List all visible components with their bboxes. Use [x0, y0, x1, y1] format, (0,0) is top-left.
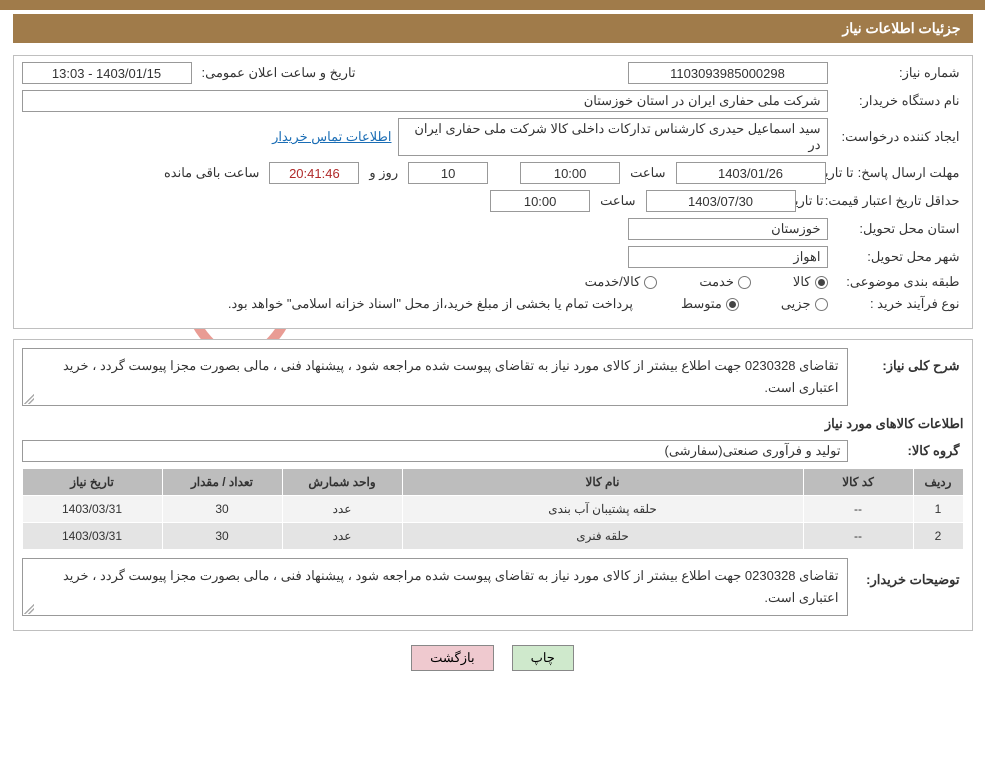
hours-left-suffix: ساعت باقی مانده	[160, 165, 263, 181]
subject-class-label: طبقه بندی موضوعی:	[834, 274, 964, 290]
cell: حلقه فنری	[402, 523, 803, 550]
goods-table: ردیف کد کالا نام کالا واحد شمارش تعداد /…	[22, 468, 964, 550]
table-row: 2 -- حلقه فنری عدد 30 1403/03/31	[22, 523, 963, 550]
buyer-org-label: نام دستگاه خریدار:	[834, 93, 964, 109]
buyer-notes-box: تقاضای 0230328 جهت اطلاع بیشتر از کالای …	[22, 558, 848, 616]
delivery-province-label: استان محل تحویل:	[834, 221, 964, 237]
until-date-label-2: تا تاریخ:	[802, 193, 828, 209]
radio-goods-service[interactable]: کالا/خدمت	[585, 274, 658, 290]
radio-dot-icon	[644, 276, 657, 289]
delivery-city-field: اهواز	[628, 246, 828, 268]
table-header-row: ردیف کد کالا نام کالا واحد شمارش تعداد /…	[22, 469, 963, 496]
price-hour-field: 10:00	[490, 190, 590, 212]
col-qty: تعداد / مقدار	[162, 469, 282, 496]
row-subject-class: طبقه بندی موضوعی: کالا خدمت کالا/خدمت	[22, 274, 964, 290]
radio-goods[interactable]: کالا	[793, 274, 828, 290]
row-response-deadline: مهلت ارسال پاسخ: تا تاریخ: 1403/01/26 سا…	[22, 162, 964, 184]
col-need-date: تاریخ نیاز	[22, 469, 162, 496]
need-number-label: شماره نیاز:	[834, 65, 964, 81]
response-hour-field: 10:00	[520, 162, 620, 184]
general-desc-label: شرح کلی نیاز:	[854, 348, 964, 374]
col-goods-code: کد کالا	[803, 469, 913, 496]
response-deadline-label: مهلت ارسال پاسخ:	[864, 165, 964, 181]
hour-label-1: ساعت	[626, 165, 669, 181]
col-unit: واحد شمارش	[282, 469, 402, 496]
goods-group-label: گروه کالا:	[854, 443, 964, 459]
need-number-field: 1103093985000298	[628, 62, 828, 84]
cell: 1	[913, 496, 963, 523]
row-price-validity: حداقل تاریخ اعتبار قیمت: تا تاریخ: 1403/…	[22, 190, 964, 212]
radio-dot-icon	[738, 276, 751, 289]
cell: --	[803, 523, 913, 550]
purchase-note: پرداخت تمام یا بخشی از مبلغ خرید،از محل …	[222, 296, 639, 312]
radio-goods-service-label: کالا/خدمت	[585, 274, 641, 290]
row-delivery-province: استان محل تحویل: خوزستان	[22, 218, 964, 240]
days-suffix: روز و	[365, 165, 402, 181]
requester-label: ایجاد کننده درخواست:	[834, 129, 964, 145]
resize-handle-icon[interactable]	[24, 604, 34, 614]
row-requester: ایجاد کننده درخواست: سید اسماعیل حیدری ک…	[22, 118, 964, 156]
page-title: جزئیات اطلاعات نیاز	[842, 20, 960, 36]
cell: 2	[913, 523, 963, 550]
needed-goods-title: اطلاعات کالاهای مورد نیاز	[22, 416, 964, 432]
buyer-contact-link[interactable]: اطلاعات تماس خریدار	[272, 129, 391, 145]
cell: عدد	[282, 496, 402, 523]
radio-service-label: خدمت	[699, 274, 734, 290]
cell: عدد	[282, 523, 402, 550]
requester-field: سید اسماعیل حیدری کارشناس تدارکات داخلی …	[398, 118, 828, 156]
radio-dot-icon	[726, 298, 739, 311]
row-delivery-city: شهر محل تحویل: اهواز	[22, 246, 964, 268]
until-date-label-1: تا تاریخ:	[832, 165, 858, 181]
price-validity-label: حداقل تاریخ اعتبار قیمت:	[834, 193, 964, 209]
price-date-field: 1403/07/30	[646, 190, 796, 212]
row-goods-group: گروه کالا: تولید و فرآوری صنعتی(سفارشی)	[22, 440, 964, 462]
cell: --	[803, 496, 913, 523]
radio-partial[interactable]: جزیی	[781, 296, 828, 312]
row-purchase-type: نوع فرآیند خرید : جزیی متوسط پرداخت تمام…	[22, 296, 964, 312]
cell: 1403/03/31	[22, 523, 162, 550]
radio-goods-label: کالا	[793, 274, 811, 290]
back-button[interactable]: بازگشت	[411, 645, 493, 671]
announce-field: 1403/01/15 - 13:03	[22, 62, 192, 84]
top-brown-bar	[0, 0, 985, 10]
row-general-desc: شرح کلی نیاز: تقاضای 0230328 جهت اطلاع ب…	[22, 348, 964, 406]
general-desc-box: تقاضای 0230328 جهت اطلاع بیشتر از کالای …	[22, 348, 848, 406]
page-header: جزئیات اطلاعات نیاز	[13, 14, 973, 43]
print-button[interactable]: چاپ	[512, 645, 574, 671]
radio-medium-label: متوسط	[681, 296, 722, 312]
cell: حلقه پشتیبان آب بندی	[402, 496, 803, 523]
response-date-field: 1403/01/26	[676, 162, 826, 184]
delivery-province-field: خوزستان	[628, 218, 828, 240]
cell: 30	[162, 523, 282, 550]
days-left-field: 10	[408, 162, 488, 184]
resize-handle-icon[interactable]	[24, 394, 34, 404]
buyer-org-field: شرکت ملی حفاری ایران در استان خوزستان	[22, 90, 828, 112]
radio-dot-icon	[815, 276, 828, 289]
announce-label: تاریخ و ساعت اعلان عمومی:	[198, 65, 360, 81]
buyer-notes-label: توضیحات خریدار:	[854, 558, 964, 588]
cell: 30	[162, 496, 282, 523]
table-row: 1 -- حلقه پشتیبان آب بندی عدد 30 1403/03…	[22, 496, 963, 523]
col-row-num: ردیف	[913, 469, 963, 496]
col-goods-name: نام کالا	[402, 469, 803, 496]
purchase-type-label: نوع فرآیند خرید :	[834, 296, 964, 312]
goods-group-field: تولید و فرآوری صنعتی(سفارشی)	[22, 440, 848, 462]
row-buyer-notes: توضیحات خریدار: تقاضای 0230328 جهت اطلاع…	[22, 558, 964, 616]
row-need-number: شماره نیاز: 1103093985000298 تاریخ و ساع…	[22, 62, 964, 84]
action-buttons: چاپ بازگشت	[13, 645, 973, 671]
main-form-panel: شماره نیاز: 1103093985000298 تاریخ و ساع…	[13, 55, 973, 329]
hour-label-2: ساعت	[596, 193, 639, 209]
radio-dot-icon	[815, 298, 828, 311]
buyer-notes-text: تقاضای 0230328 جهت اطلاع بیشتر از کالای …	[63, 568, 839, 605]
general-desc-text: تقاضای 0230328 جهت اطلاع بیشتر از کالای …	[63, 358, 839, 395]
cell: 1403/03/31	[22, 496, 162, 523]
radio-service[interactable]: خدمت	[699, 274, 751, 290]
delivery-city-label: شهر محل تحویل:	[834, 249, 964, 265]
description-panel: شرح کلی نیاز: تقاضای 0230328 جهت اطلاع ب…	[13, 339, 973, 631]
radio-partial-label: جزیی	[781, 296, 811, 312]
countdown-field: 20:41:46	[269, 162, 359, 184]
row-buyer-org: نام دستگاه خریدار: شرکت ملی حفاری ایران …	[22, 90, 964, 112]
radio-medium[interactable]: متوسط	[681, 296, 739, 312]
